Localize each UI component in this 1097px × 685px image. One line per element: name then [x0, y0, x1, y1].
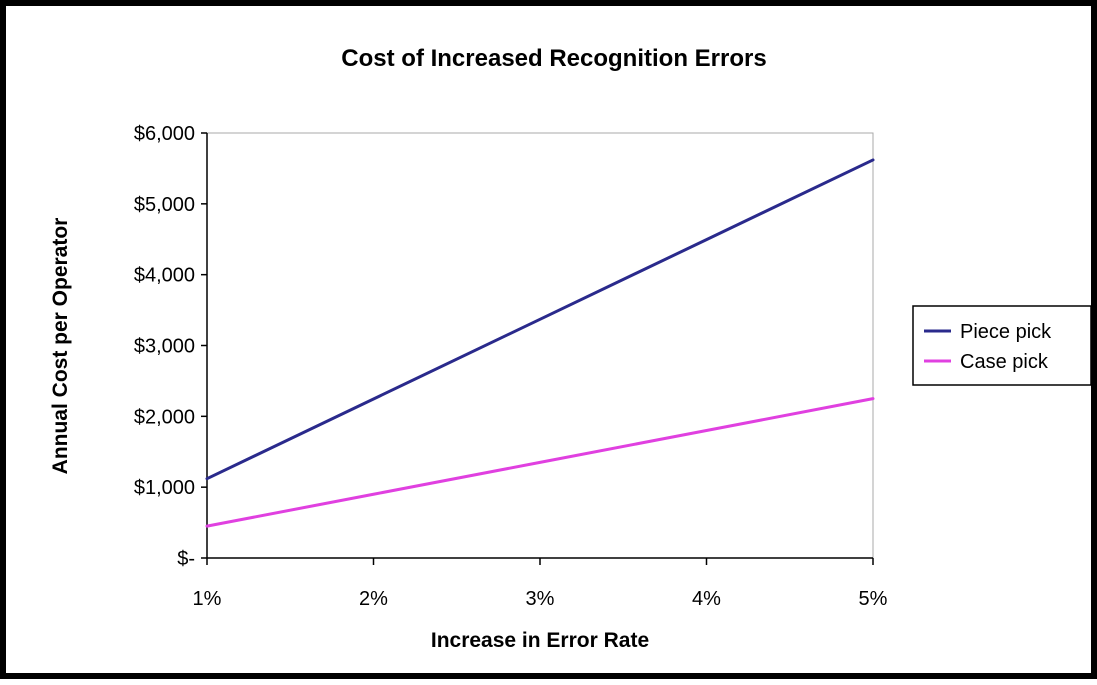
- y-axis-title: Annual Cost per Operator: [49, 218, 72, 475]
- series-line-case-pick: [205, 397, 875, 528]
- y-tick-label: $1,000: [134, 477, 195, 499]
- x-tick-label: 2%: [359, 588, 388, 610]
- y-tick-label: $2,000: [134, 406, 195, 428]
- series-lines: [205, 158, 875, 528]
- y-tick-label: $4,000: [134, 265, 195, 287]
- legend: Piece pick Case pick: [912, 305, 1092, 386]
- y-tick-label: $6,000: [134, 123, 195, 145]
- plot-area: [206, 132, 874, 559]
- x-axis-title: Increase in Error Rate: [431, 629, 649, 652]
- legend-label-case-pick: Case pick: [960, 351, 1049, 373]
- legend-box: [912, 305, 1092, 386]
- y-tick-label: $-: [177, 548, 195, 570]
- x-tick-label: 3%: [526, 588, 555, 610]
- x-tick-label: 1%: [193, 588, 222, 610]
- y-tick-label: $3,000: [134, 336, 195, 358]
- x-tick-label: 5%: [859, 588, 888, 610]
- chart-title: Cost of Increased Recognition Errors: [341, 45, 766, 72]
- x-tick-label: 4%: [692, 588, 721, 610]
- y-tick-label: $5,000: [134, 194, 195, 216]
- axes: $- $1,000 $2,000 $3,000 $4,000 $5,000 $6,000 1%…: [134, 123, 888, 610]
- chart-svg: Cost of Increased Recognition Errors $-$…: [49, 45, 1092, 652]
- series-line-piece-pick: [205, 158, 875, 481]
- legend-label-piece-pick: Piece pick: [960, 321, 1052, 343]
